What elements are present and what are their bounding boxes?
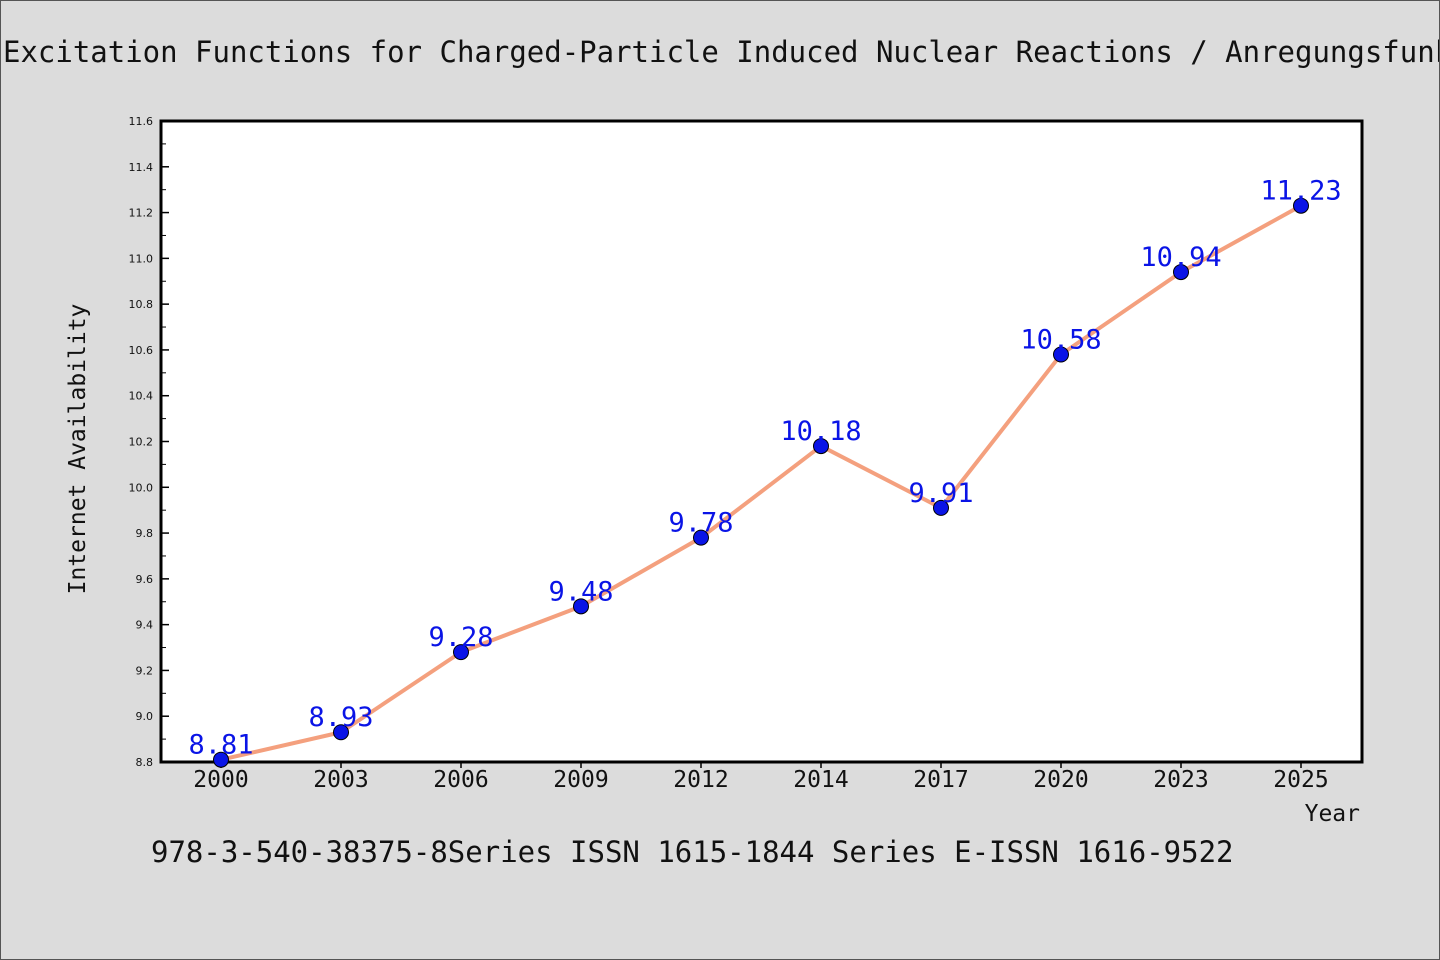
data-point-2014 xyxy=(813,438,829,455)
y-axis-ticks: 8.8 9.0 9.2 9.4 9.6 9.8 10.0 10.2 10.4 10.6 10.8 11… xyxy=(129,115,169,769)
x-tick-label: 2000 xyxy=(193,767,248,793)
y-axis-label: Internet Availability xyxy=(65,304,91,595)
data-label-2012: 9.78 xyxy=(668,508,733,539)
x-tick-label: 2012 xyxy=(673,767,728,793)
x-tick-label: 2006 xyxy=(433,767,488,793)
y-tick-label: 9.2 xyxy=(136,664,154,677)
x-axis-ticks: 2000 2003 2006 2009 2012 2014 2017 2020 2023 2025 xyxy=(193,762,1329,793)
data-labels: 8.81 8.93 9.28 9.48 9.78 10.18 9.91 10.58 10.94 1… xyxy=(188,176,1341,761)
x-tick-label: 2003 xyxy=(313,767,368,793)
data-label-2025: 11.23 xyxy=(1260,176,1341,207)
data-label-2000: 8.81 xyxy=(188,730,253,761)
footer-isbn: 978-3-540-38375-8Series ISSN 1615-1844 S… xyxy=(151,835,1234,869)
data-point-2006 xyxy=(453,644,469,661)
data-markers xyxy=(213,197,1309,768)
data-point-2025 xyxy=(1293,197,1309,214)
y-tick-label: 11.4 xyxy=(129,161,154,174)
data-label-2023: 10.94 xyxy=(1140,242,1221,273)
y-tick-label: 11.6 xyxy=(129,115,154,128)
plot-area xyxy=(159,119,1364,764)
x-axis-label: Year xyxy=(1305,801,1360,827)
chart-title: Excitation Functions for Charged-Particl… xyxy=(3,35,1440,69)
data-point-2023 xyxy=(1173,264,1189,281)
data-label-2006: 9.28 xyxy=(428,622,493,653)
y-tick-label: 10.2 xyxy=(129,436,154,449)
y-tick-label: 11.2 xyxy=(129,207,154,220)
x-tick-label: 2025 xyxy=(1273,767,1328,793)
x-tick-label: 2017 xyxy=(913,767,968,793)
data-point-2020 xyxy=(1053,346,1069,363)
data-label-2009: 9.48 xyxy=(548,576,613,607)
y-tick-label: 9.8 xyxy=(136,527,154,540)
y-tick-label: 10.0 xyxy=(129,481,154,494)
x-tick-label: 2020 xyxy=(1033,767,1088,793)
data-label-2014: 10.18 xyxy=(780,416,861,447)
y-tick-label: 10.4 xyxy=(129,390,154,403)
data-label-2017: 9.91 xyxy=(908,478,973,509)
x-tick-label: 2014 xyxy=(793,767,848,793)
x-tick-label: 2023 xyxy=(1153,767,1208,793)
data-point-2017 xyxy=(933,499,949,516)
y-tick-label: 10.8 xyxy=(129,298,154,311)
series-line xyxy=(219,203,1303,762)
data-point-2009 xyxy=(573,598,589,615)
x-tick-label: 2009 xyxy=(553,767,608,793)
data-point-2012 xyxy=(693,529,709,546)
y-tick-label: 9.0 xyxy=(136,710,154,723)
y-tick-label: 9.4 xyxy=(136,619,154,632)
data-point-2000 xyxy=(213,751,229,768)
y-tick-label: 8.8 xyxy=(136,756,154,769)
y-tick-label: 9.6 xyxy=(136,573,154,586)
data-point-2003 xyxy=(333,724,349,741)
data-label-2020: 10.58 xyxy=(1020,325,1101,356)
y-tick-label: 11.0 xyxy=(129,252,154,265)
data-label-2003: 8.93 xyxy=(308,702,373,733)
y-tick-label: 10.6 xyxy=(129,344,154,357)
